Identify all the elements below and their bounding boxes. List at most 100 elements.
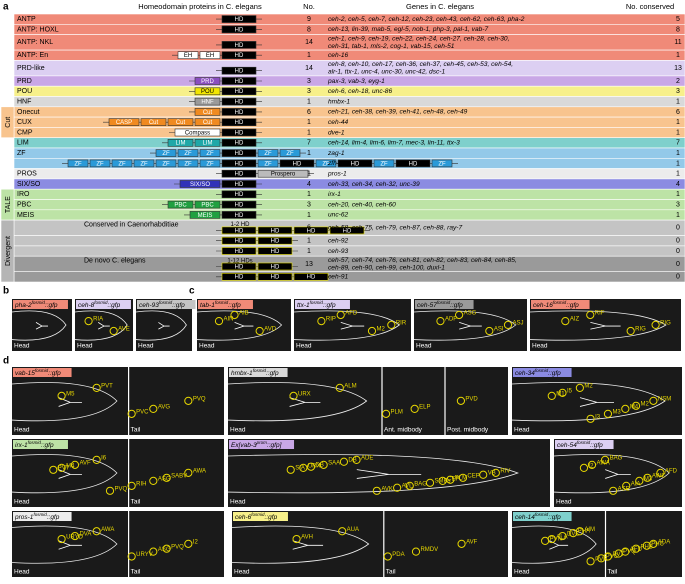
cell-label: SAA — [328, 460, 340, 466]
domain — [140, 118, 167, 126]
domain — [177, 159, 199, 168]
title-part: pha-2 — [14, 302, 32, 309]
title-part: ceh-14 — [515, 514, 535, 521]
worm-outline — [11, 382, 118, 422]
cell-marker — [558, 531, 567, 541]
cell-marker — [609, 486, 618, 495]
cell-marker — [289, 391, 298, 400]
genes: unc-62 — [328, 212, 348, 219]
domain-label: ZF — [140, 161, 148, 167]
cell-label: SIA — [295, 465, 305, 471]
title-chip — [13, 512, 72, 521]
row-bg — [13, 245, 685, 257]
cell-label: I5 — [567, 388, 573, 394]
cell-marker — [57, 534, 66, 544]
cell-label: I3 — [595, 414, 601, 420]
cell-label: AIB — [239, 311, 249, 317]
cell-marker — [367, 326, 377, 336]
cell-label: AFD — [665, 468, 678, 474]
cell-marker — [643, 473, 652, 482]
title-part: fosmid — [251, 512, 265, 517]
cell-label: AVL — [402, 483, 414, 489]
cell-label: AVF — [79, 460, 91, 466]
domain-label: HD — [307, 275, 316, 281]
cell-label: AFD — [345, 311, 358, 317]
image-title: irx-1fosmid::gfp — [15, 440, 54, 449]
conserved: 3 — [676, 88, 680, 95]
genes: ceh-91 — [328, 274, 348, 281]
domain-label: ZF — [74, 161, 82, 167]
title-part: tab-1 — [200, 302, 215, 309]
genes: ceh-21, ceh-38, ceh-39, ceh-41, ceh-48, … — [328, 109, 468, 116]
row-name: SIX/SO — [17, 181, 41, 188]
region-label: Head — [14, 343, 30, 350]
cell-label: AVD — [264, 327, 277, 333]
cell-marker — [336, 310, 345, 320]
cell-label: M1 — [556, 391, 565, 397]
genes: ceh-16 — [328, 52, 348, 59]
conserved: 0 — [676, 225, 680, 232]
cell-marker — [411, 547, 421, 556]
row-bg — [13, 235, 685, 247]
genes: ceh-58, ceh-75, ceh-79, ceh-87, ceh-88, … — [328, 225, 462, 232]
image-title: ceh-8fosmid::gfp — [78, 300, 121, 309]
title-chip — [513, 512, 572, 521]
domain — [221, 66, 257, 75]
row-name: PBC — [17, 201, 31, 208]
domain — [221, 97, 257, 106]
row-bg — [13, 49, 685, 61]
genes: ceh-92 — [328, 238, 348, 245]
cell-label: ALA — [556, 535, 567, 541]
domain-label: ZF — [438, 161, 446, 167]
domain-label: LIM — [175, 141, 185, 147]
cell-label: PVD — [465, 396, 478, 402]
title-chip — [555, 440, 614, 449]
domain-label: LIM — [202, 141, 212, 147]
domain-label: ZF — [286, 151, 294, 157]
cell-label: AVG — [158, 404, 171, 410]
count: 1 — [307, 248, 311, 255]
row-name: Conserved in Caenorhabditiae — [84, 221, 179, 228]
cell-marker — [405, 481, 414, 490]
domain-label: PRD — [201, 79, 214, 85]
domain — [89, 159, 111, 168]
region-label: Post. midbody — [447, 427, 489, 434]
domain — [221, 77, 257, 85]
cell-marker — [446, 475, 455, 484]
cell-marker — [92, 527, 101, 536]
title-part: ceh-16 — [533, 302, 553, 309]
region-label: Head — [514, 427, 530, 434]
title-part: ::gfp — [172, 302, 185, 309]
cell-label: DVA — [79, 532, 91, 538]
domain-label: ZF — [96, 161, 104, 167]
domain-label: ZF — [162, 161, 170, 167]
domain — [194, 77, 221, 85]
conserved: 2 — [676, 78, 680, 85]
pharynx — [590, 322, 621, 330]
micrograph — [12, 439, 224, 507]
row-bg — [13, 271, 685, 283]
cell-label: PLM — [391, 409, 403, 415]
conserved: 8 — [676, 26, 680, 33]
cell-label: ASE — [618, 486, 630, 492]
domain — [221, 190, 257, 199]
count: 1 — [307, 212, 311, 219]
group-label: TALE — [5, 196, 12, 213]
row-name: ANTP: En — [17, 52, 48, 59]
genes: pros-1 — [327, 171, 347, 178]
count: 1 — [307, 171, 311, 178]
pharynx — [579, 397, 614, 407]
row-bg — [13, 147, 685, 159]
title-part: ::gfp — [108, 302, 121, 309]
image-title: ceh-14fosmid::gfp — [515, 512, 561, 521]
conserved: 1 — [676, 98, 680, 105]
genes: ceh-31, tab-1, mls-2, cog-1, vab-15, ceh… — [328, 43, 455, 50]
genes: irx-1 — [328, 191, 341, 198]
title-part: ceh-57 — [417, 302, 437, 309]
cell-label: PVQ — [171, 544, 184, 550]
domain — [329, 226, 365, 235]
worm-outline — [231, 525, 370, 564]
domain — [221, 41, 257, 49]
cell-marker — [381, 409, 391, 418]
domain-label: HNF — [201, 99, 214, 105]
